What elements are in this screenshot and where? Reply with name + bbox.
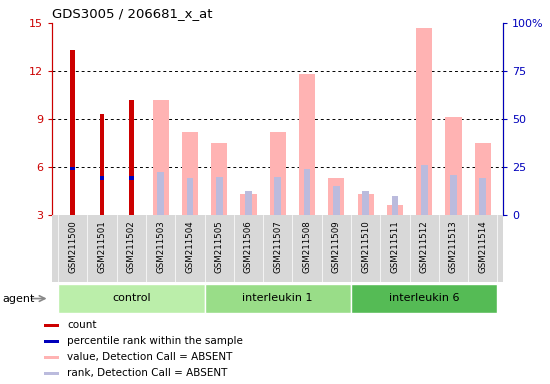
Bar: [358, 194, 373, 215]
Bar: [392, 196, 398, 215]
Bar: [211, 143, 227, 215]
Bar: [186, 178, 193, 215]
Bar: [450, 175, 457, 215]
FancyBboxPatch shape: [58, 284, 205, 313]
Text: GSM211505: GSM211505: [214, 220, 224, 273]
Text: agent: agent: [3, 293, 35, 304]
Text: GSM211508: GSM211508: [302, 220, 311, 273]
Bar: [152, 100, 169, 215]
Bar: [182, 132, 198, 215]
Bar: [70, 167, 75, 170]
Bar: [274, 177, 281, 215]
Bar: [100, 114, 104, 215]
Bar: [216, 177, 223, 215]
FancyBboxPatch shape: [205, 284, 351, 313]
Bar: [44, 324, 59, 326]
Bar: [328, 178, 344, 215]
Bar: [44, 340, 59, 343]
Bar: [480, 178, 486, 215]
FancyBboxPatch shape: [351, 284, 497, 313]
Bar: [416, 28, 432, 215]
Bar: [100, 177, 104, 180]
Text: count: count: [67, 320, 97, 330]
Text: GSM211507: GSM211507: [273, 220, 282, 273]
Bar: [362, 191, 369, 215]
Bar: [333, 186, 340, 215]
Bar: [421, 166, 427, 215]
Bar: [157, 172, 164, 215]
Text: GSM211500: GSM211500: [68, 220, 77, 273]
Bar: [475, 143, 491, 215]
Bar: [44, 356, 59, 359]
Text: GDS3005 / 206681_x_at: GDS3005 / 206681_x_at: [52, 7, 213, 20]
Text: GSM211501: GSM211501: [97, 220, 107, 273]
Text: percentile rank within the sample: percentile rank within the sample: [67, 336, 243, 346]
Bar: [270, 132, 286, 215]
Bar: [245, 191, 252, 215]
Text: value, Detection Call = ABSENT: value, Detection Call = ABSENT: [67, 352, 233, 362]
Text: GSM211514: GSM211514: [478, 220, 487, 273]
Bar: [299, 74, 315, 215]
Bar: [129, 177, 134, 180]
Text: GSM211510: GSM211510: [361, 220, 370, 273]
Text: GSM211509: GSM211509: [332, 220, 341, 273]
Text: GSM211504: GSM211504: [185, 220, 194, 273]
Bar: [387, 205, 403, 215]
Text: GSM211502: GSM211502: [127, 220, 136, 273]
Text: control: control: [112, 293, 151, 303]
Bar: [304, 169, 310, 215]
Text: GSM211511: GSM211511: [390, 220, 399, 273]
Bar: [240, 194, 256, 215]
Text: GSM211513: GSM211513: [449, 220, 458, 273]
Text: GSM211506: GSM211506: [244, 220, 253, 273]
Bar: [44, 372, 59, 375]
Bar: [70, 50, 75, 215]
Bar: [129, 100, 134, 215]
Text: rank, Detection Call = ABSENT: rank, Detection Call = ABSENT: [67, 368, 228, 379]
Text: interleukin 1: interleukin 1: [243, 293, 313, 303]
Text: GSM211512: GSM211512: [420, 220, 428, 273]
Text: interleukin 6: interleukin 6: [389, 293, 459, 303]
Text: GSM211503: GSM211503: [156, 220, 165, 273]
Bar: [446, 118, 461, 215]
